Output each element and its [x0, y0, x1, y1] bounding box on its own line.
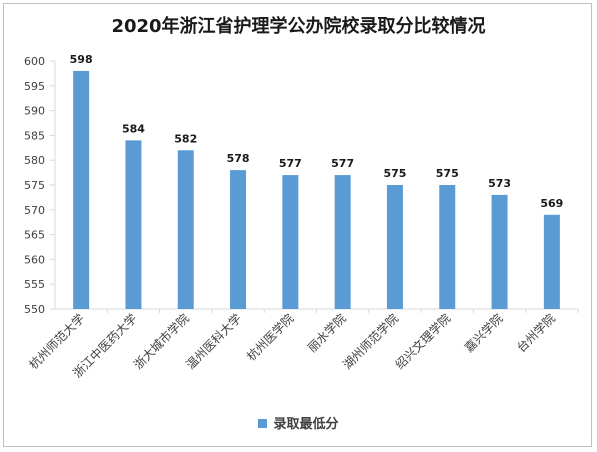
bar: [125, 140, 142, 309]
data-label: 582: [174, 132, 197, 145]
legend-swatch: [258, 419, 268, 428]
data-label: 575: [436, 167, 459, 180]
x-tick-label: 丽水学院: [304, 311, 349, 356]
y-tick-label: 595: [24, 80, 45, 93]
bar: [230, 170, 247, 309]
bar: [386, 185, 403, 309]
x-tick-label: 温州医科大学: [183, 311, 245, 373]
y-tick-label: 585: [24, 129, 45, 142]
data-label: 578: [227, 152, 250, 165]
data-label: 598: [70, 53, 93, 66]
bar: [334, 175, 351, 309]
y-tick-label: 565: [24, 229, 45, 242]
bar: [177, 150, 194, 309]
y-tick-label: 555: [24, 278, 45, 291]
x-tick-label: 台州学院: [513, 311, 558, 356]
bar: [491, 194, 508, 309]
data-label: 573: [488, 177, 511, 190]
bar: [439, 185, 456, 309]
data-label: 577: [279, 157, 302, 170]
y-tick-label: 580: [24, 154, 45, 167]
x-tick-label: 嘉兴学院: [461, 311, 506, 356]
legend: 录取最低分: [0, 413, 597, 432]
bar: [73, 70, 90, 309]
y-tick-label: 600: [24, 55, 45, 68]
bar: [543, 214, 560, 309]
data-label: 584: [122, 122, 145, 135]
y-tick-label: 590: [24, 105, 45, 118]
data-label: 575: [383, 167, 406, 180]
x-tick-label: 杭州医学院: [243, 311, 296, 364]
legend-label: 录取最低分: [273, 417, 339, 432]
y-tick-label: 570: [24, 204, 45, 217]
data-label: 569: [540, 197, 563, 210]
bar: [282, 175, 299, 309]
y-tick-label: 560: [24, 253, 45, 266]
y-tick-label: 550: [24, 303, 45, 316]
y-tick-label: 575: [24, 179, 45, 192]
data-label: 577: [331, 157, 354, 170]
chart-title: 2020年浙江省护理学公办院校录取分比较情况: [111, 16, 486, 37]
x-tick-label: 绍兴文理学院: [392, 311, 454, 373]
